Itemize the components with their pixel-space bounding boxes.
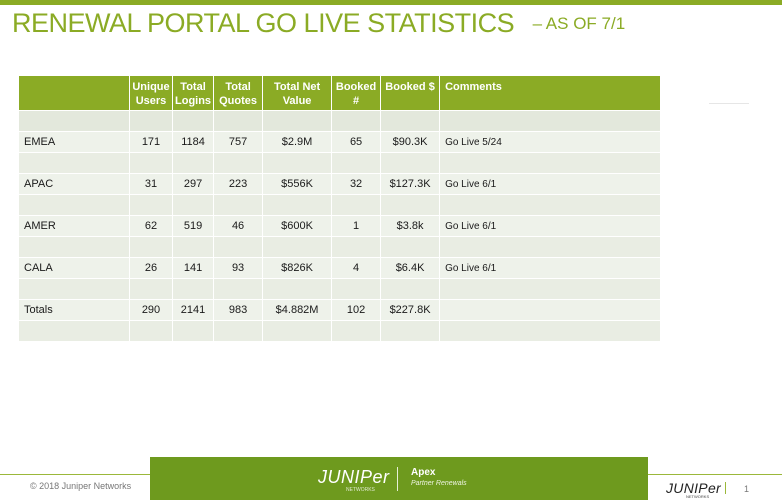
users-cell: 171 (130, 132, 172, 152)
comment-cell: Go Live 6/1 (440, 174, 661, 194)
region-cell: Totals (19, 300, 129, 320)
header-region (19, 76, 129, 110)
quotes-cell: 93 (214, 258, 263, 278)
table-row: CALA 26 141 93 $826K 4 $6.4K Go Live 6/1 (19, 258, 661, 278)
header-booked-count: Booked # (332, 76, 381, 110)
booked-count-cell: 65 (332, 132, 381, 152)
apex-tagline: Partner Renewals (411, 480, 467, 487)
spacer-row (19, 195, 661, 215)
juniper-logo-subtext: NETWORKS (346, 487, 375, 493)
users-cell: 290 (130, 300, 172, 320)
table-row: AMER 62 519 46 $600K 1 $3.8k Go Live 6/1 (19, 216, 661, 236)
users-cell: 62 (130, 216, 172, 236)
logins-cell: 519 (173, 216, 214, 236)
juniper-corner-logo: JUNIPer (666, 480, 721, 496)
spacer-row (19, 321, 661, 341)
net-value-cell: $826K (263, 258, 332, 278)
header-booked-dollars: Booked $ (381, 76, 440, 110)
table-row: APAC 31 297 223 $556K 32 $127.3K Go Live… (19, 174, 661, 194)
booked-dollars-cell: $90.3K (381, 132, 440, 152)
booked-count-cell: 1 (332, 216, 381, 236)
logins-cell: 141 (173, 258, 214, 278)
logins-cell: 297 (173, 174, 214, 194)
top-accent-bar (0, 0, 782, 5)
spacer-row (19, 111, 661, 131)
page-number: 1 (744, 484, 750, 494)
copyright-text: © 2018 Juniper Networks (30, 481, 132, 491)
comment-cell: Go Live 6/1 (440, 216, 661, 236)
footer-divider (725, 482, 726, 494)
quotes-cell: 983 (214, 300, 263, 320)
header-comments: Comments (440, 76, 661, 110)
booked-count-cell: 4 (332, 258, 381, 278)
spacer-row (19, 237, 661, 257)
statistics-table: Unique Users Total Logins Total Quotes T… (18, 75, 662, 342)
spacer-row (19, 153, 661, 173)
region-cell: APAC (19, 174, 129, 194)
table-row: EMEA 171 1184 757 $2.9M 65 $90.3K Go Liv… (19, 132, 661, 152)
table-header-row: Unique Users Total Logins Total Quotes T… (19, 76, 661, 110)
comment-cell (440, 300, 661, 320)
quotes-cell: 46 (214, 216, 263, 236)
net-value-cell: $556K (263, 174, 332, 194)
logins-cell: 2141 (173, 300, 214, 320)
region-cell: CALA (19, 258, 129, 278)
apex-logo: Apex (411, 467, 436, 478)
header-total-quotes: Total Quotes (214, 76, 263, 110)
apex-banner: JUNIPer NETWORKS Apex Partner Renewals (150, 457, 648, 500)
users-cell: 31 (130, 174, 172, 194)
title-row: RENEWAL PORTAL GO LIVE STATISTICS – AS O… (12, 8, 625, 39)
region-cell: EMEA (19, 132, 129, 152)
quotes-cell: 223 (214, 174, 263, 194)
spacer-row (19, 279, 661, 299)
comment-cell: Go Live 5/24 (440, 132, 661, 152)
comment-cell: Go Live 6/1 (440, 258, 661, 278)
net-value-cell: $600K (263, 216, 332, 236)
totals-row: Totals 290 2141 983 $4.882M 102 $227.8K (19, 300, 661, 320)
net-value-cell: $2.9M (263, 132, 332, 152)
header-total-logins: Total Logins (173, 76, 214, 110)
net-value-cell: $4.882M (263, 300, 332, 320)
booked-dollars-cell: $6.4K (381, 258, 440, 278)
logins-cell: 1184 (173, 132, 214, 152)
region-cell: AMER (19, 216, 129, 236)
page-title: RENEWAL PORTAL GO LIVE STATISTICS (12, 8, 515, 38)
booked-dollars-cell: $3.8k (381, 216, 440, 236)
juniper-corner-logo-subtext: NETWORKS (686, 494, 710, 499)
juniper-logo: JUNIPer (318, 467, 390, 487)
header-unique-users: Unique Users (130, 76, 172, 110)
quotes-cell: 757 (214, 132, 263, 152)
users-cell: 26 (130, 258, 172, 278)
header-total-net-value: Total Net Value (263, 76, 332, 110)
booked-count-cell: 102 (332, 300, 381, 320)
page-subtitle: – AS OF 7/1 (532, 14, 626, 33)
booked-dollars-cell: $227.8K (381, 300, 440, 320)
banner-divider (397, 467, 398, 491)
booked-dollars-cell: $127.3K (381, 174, 440, 194)
header-rule (709, 103, 749, 104)
booked-count-cell: 32 (332, 174, 381, 194)
